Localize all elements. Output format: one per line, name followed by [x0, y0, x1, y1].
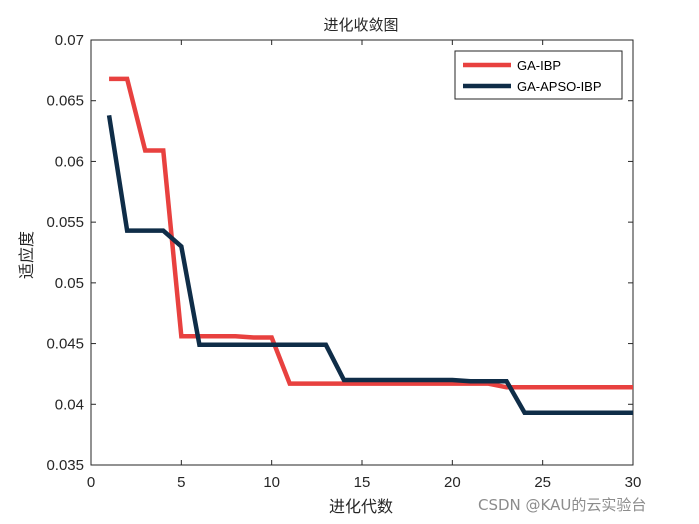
series-line-1: [106, 114, 633, 416]
x-tick-label: 15: [354, 474, 371, 491]
legend-label: GA-IBP: [517, 58, 561, 73]
y-tick-label: 0.065: [46, 93, 84, 110]
y-tick-label: 0.05: [55, 275, 84, 292]
legend-label: GA-APSO-IBP: [517, 79, 602, 94]
legend-box: [454, 50, 623, 100]
y-tick-label: 0.07: [55, 32, 84, 49]
watermark-text: CSDN @KAU的云实验台: [478, 496, 647, 514]
y-tick-label: 0.035: [46, 457, 84, 474]
chart-title: 进化收敛图: [323, 16, 398, 34]
y-tick-label: 0.045: [46, 336, 84, 353]
y-tick-label: 0.06: [55, 153, 84, 170]
x-tick-label: 20: [444, 474, 461, 491]
x-tick-label: 5: [177, 474, 185, 491]
y-tick-label: 0.055: [46, 214, 84, 231]
x-tick-label: 10: [263, 474, 280, 491]
y-axis-title: 适应度: [17, 231, 36, 279]
x-tick-label: 30: [625, 474, 642, 491]
y-tick-label: 0.04: [55, 396, 84, 413]
x-tick-label: 25: [534, 474, 551, 491]
x-tick-label: 0: [87, 474, 95, 491]
plot-area: 0 5 10 15 20 25 30 0.035 0.04 0.045 0.05 0.055 0.06 0…: [46, 32, 641, 491]
x-axis-title: 进化代数: [329, 497, 393, 516]
legend: GA-IBP GA-APSO-IBP: [454, 50, 623, 100]
